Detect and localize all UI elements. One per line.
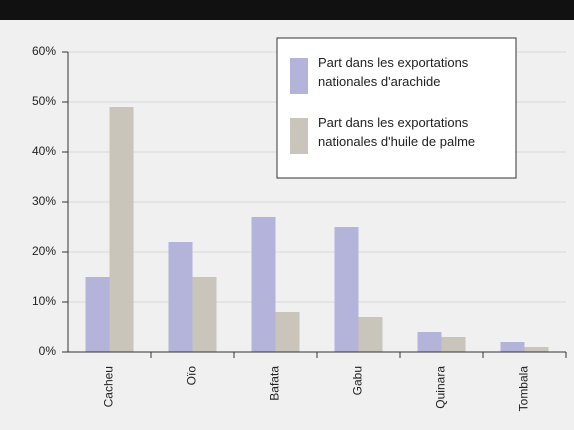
x-tick-label: Quinara (434, 366, 448, 409)
y-tick-label: 60% (32, 44, 56, 58)
bar (500, 342, 525, 352)
header-bar (0, 0, 574, 20)
y-tick-label: 0% (39, 344, 57, 358)
bar (334, 227, 359, 352)
bar (275, 312, 300, 352)
legend-line: Part dans les exportations (318, 55, 469, 70)
legend-label: Part dans les exportations nationales d'a… (318, 55, 469, 89)
x-tick-label: Gabu (351, 366, 365, 395)
bar (441, 337, 466, 352)
bar (168, 242, 193, 352)
legend-box (276, 37, 517, 179)
bar (358, 317, 383, 352)
bar (109, 107, 134, 352)
bar (524, 347, 549, 352)
y-tick-label: 40% (32, 144, 56, 158)
legend-label: Part dans les exportations nationales d'h… (318, 115, 475, 149)
x-tick-label: Bafata (268, 366, 282, 401)
y-tick-label: 20% (32, 244, 56, 258)
bar (251, 217, 276, 352)
legend-line: Part dans les exportations (318, 115, 469, 130)
y-tick-label: 10% (32, 294, 56, 308)
bar (417, 332, 442, 352)
legend-swatch (290, 118, 308, 154)
bar (85, 277, 110, 352)
x-tick-label: Cacheu (102, 366, 116, 407)
legend-line: nationales d'huile de palme (318, 134, 475, 149)
x-tick-label: Oïo (185, 366, 199, 386)
legend-line: nationales d'arachide (318, 74, 440, 89)
x-tick-label: Tombala (517, 366, 531, 412)
bar (192, 277, 217, 352)
legend-swatch (290, 58, 308, 94)
legend: Part dans les exportations nationales d'a… (276, 37, 517, 179)
y-tick-label: 50% (32, 94, 56, 108)
y-tick-label: 30% (32, 194, 56, 208)
